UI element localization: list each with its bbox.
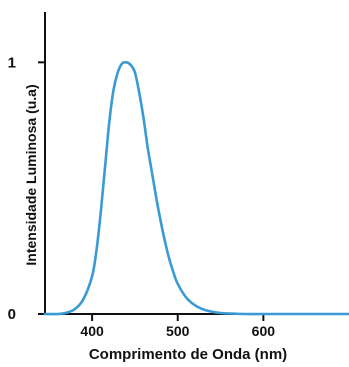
ticks-group: 400 500 600 0 1 <box>8 54 276 339</box>
x-tick-label-400: 400 <box>80 323 104 339</box>
x-axis-title: Comprimento de Onda (nm) <box>89 346 287 363</box>
x-tick-label-600: 600 <box>252 323 276 339</box>
axes-group <box>44 12 349 315</box>
y-axis-title: Intensidade Luminosa (u.a) <box>23 84 39 265</box>
series-line <box>43 60 349 316</box>
y-tick-label-1: 1 <box>8 54 16 71</box>
y-tick-label-0: 0 <box>8 306 16 323</box>
x-tick-label-500: 500 <box>166 323 190 339</box>
